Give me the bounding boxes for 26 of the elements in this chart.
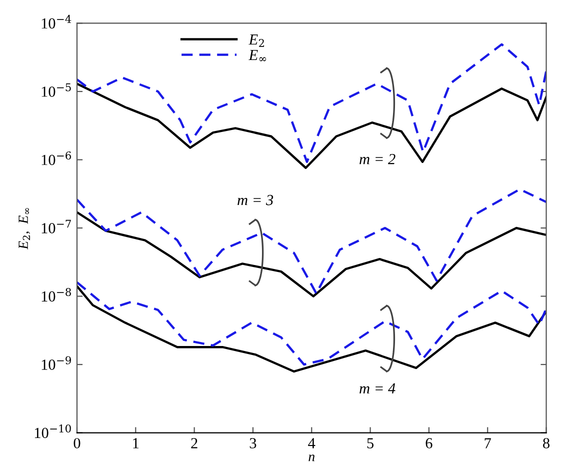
x-axis-title: n [308, 454, 315, 462]
y-tick-label: 10$^{−10}$ [34, 424, 71, 438]
annotation: m = 4 [360, 383, 396, 394]
x-tick-label: 0 [74, 438, 80, 448]
y-tick-label: 10$^{−9}$ [42, 356, 71, 370]
y-tick-label: 10$^{−7}$ [42, 220, 71, 234]
annotation: m = 2 [360, 154, 396, 164]
x-tick-label: 4 [308, 438, 316, 448]
y-tick-label: 10$^{−8}$ [42, 288, 71, 302]
y-tick-label: 10$^{−6}$ [42, 151, 72, 166]
annotation: m = 3 [238, 194, 274, 206]
x-tick-label: 5 [367, 438, 374, 448]
y-axis-title: E$_{2}$, E$_{∞}$ [18, 208, 30, 250]
legend-label: E$_{∞}$ [248, 50, 266, 62]
x-tick-label: 8 [543, 438, 550, 448]
legend-label: E$_{2}$ [248, 34, 264, 47]
line-series [76, 82, 546, 169]
x-tick-label: 7 [484, 438, 491, 448]
y-tick-label: 10$^{−5}$ [42, 83, 71, 97]
x-tick-label: 1 [133, 438, 139, 448]
x-tick-label: 3 [250, 438, 256, 448]
line-series [76, 211, 546, 298]
x-tick-label: 6 [426, 438, 432, 448]
x-tick-label: 2 [191, 438, 198, 448]
y-tick-label: 10$^{−4}$ [42, 14, 72, 29]
line-series [76, 188, 546, 295]
